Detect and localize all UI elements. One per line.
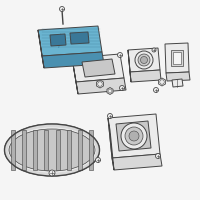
Polygon shape (165, 43, 189, 73)
Bar (89, 130, 93, 170)
Polygon shape (159, 78, 165, 86)
Polygon shape (97, 80, 103, 88)
Polygon shape (107, 88, 113, 95)
Polygon shape (70, 32, 89, 44)
Circle shape (96, 158, 101, 162)
Circle shape (49, 170, 55, 176)
Circle shape (160, 80, 164, 84)
Polygon shape (38, 26, 102, 56)
Circle shape (120, 86, 124, 90)
Polygon shape (166, 72, 190, 81)
Polygon shape (82, 59, 115, 77)
Circle shape (125, 127, 143, 145)
Bar (11, 130, 15, 170)
Polygon shape (172, 79, 183, 87)
Polygon shape (76, 78, 126, 94)
Bar (78, 130, 82, 170)
Polygon shape (108, 118, 114, 170)
Circle shape (156, 154, 160, 158)
Bar (171, 50, 183, 66)
Bar (173, 52, 181, 64)
Circle shape (108, 89, 112, 93)
Circle shape (60, 6, 64, 11)
Polygon shape (116, 121, 151, 151)
Circle shape (98, 82, 102, 86)
Circle shape (118, 52, 122, 58)
Polygon shape (112, 154, 162, 170)
Polygon shape (108, 114, 160, 158)
Polygon shape (50, 34, 66, 46)
Circle shape (152, 48, 156, 52)
Ellipse shape (4, 124, 100, 176)
Polygon shape (128, 50, 131, 82)
Circle shape (140, 56, 148, 64)
Circle shape (135, 51, 153, 69)
Bar (22, 130, 26, 170)
Polygon shape (130, 70, 161, 82)
Polygon shape (42, 52, 104, 68)
Circle shape (129, 131, 139, 141)
Polygon shape (38, 30, 44, 68)
Bar (67, 130, 71, 170)
Polygon shape (72, 54, 124, 82)
Circle shape (154, 88, 158, 92)
Bar (33, 130, 37, 170)
Bar (56, 130, 60, 170)
Circle shape (108, 114, 112, 118)
Polygon shape (128, 48, 160, 72)
Circle shape (121, 123, 147, 149)
Polygon shape (72, 58, 78, 94)
Bar (44, 130, 48, 170)
Ellipse shape (9, 129, 95, 171)
Circle shape (138, 54, 150, 66)
